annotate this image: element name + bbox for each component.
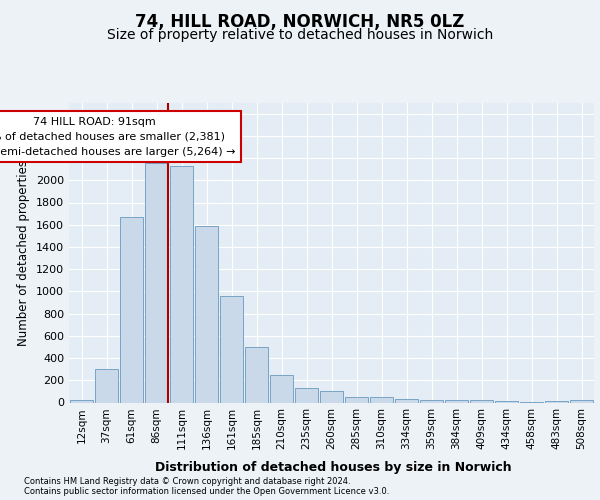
Bar xyxy=(120,217,143,402)
Bar xyxy=(95,369,118,402)
Text: Contains public sector information licensed under the Open Government Licence v3: Contains public sector information licen… xyxy=(24,486,389,496)
Bar xyxy=(195,226,218,402)
Bar xyxy=(70,400,93,402)
Bar xyxy=(545,401,568,402)
Bar xyxy=(445,400,468,402)
Text: Distribution of detached houses by size in Norwich: Distribution of detached houses by size … xyxy=(155,461,511,474)
Bar xyxy=(245,347,268,403)
Bar xyxy=(370,397,393,402)
Bar xyxy=(470,400,493,402)
Bar xyxy=(270,374,293,402)
Text: Size of property relative to detached houses in Norwich: Size of property relative to detached ho… xyxy=(107,28,493,42)
Bar xyxy=(295,388,318,402)
Bar xyxy=(570,400,593,402)
Text: 74, HILL ROAD, NORWICH, NR5 0LZ: 74, HILL ROAD, NORWICH, NR5 0LZ xyxy=(136,12,464,30)
Bar xyxy=(345,397,368,402)
Bar xyxy=(320,392,343,402)
Bar xyxy=(220,296,243,403)
Text: 74 HILL ROAD: 91sqm
← 31% of detached houses are smaller (2,381)
68% of semi-det: 74 HILL ROAD: 91sqm ← 31% of detached ho… xyxy=(0,117,236,156)
Bar xyxy=(495,401,518,402)
Y-axis label: Number of detached properties: Number of detached properties xyxy=(17,160,31,346)
Bar xyxy=(420,400,443,402)
Text: Contains HM Land Registry data © Crown copyright and database right 2024.: Contains HM Land Registry data © Crown c… xyxy=(24,476,350,486)
Bar xyxy=(395,398,418,402)
Bar xyxy=(170,166,193,402)
Bar xyxy=(145,162,168,402)
